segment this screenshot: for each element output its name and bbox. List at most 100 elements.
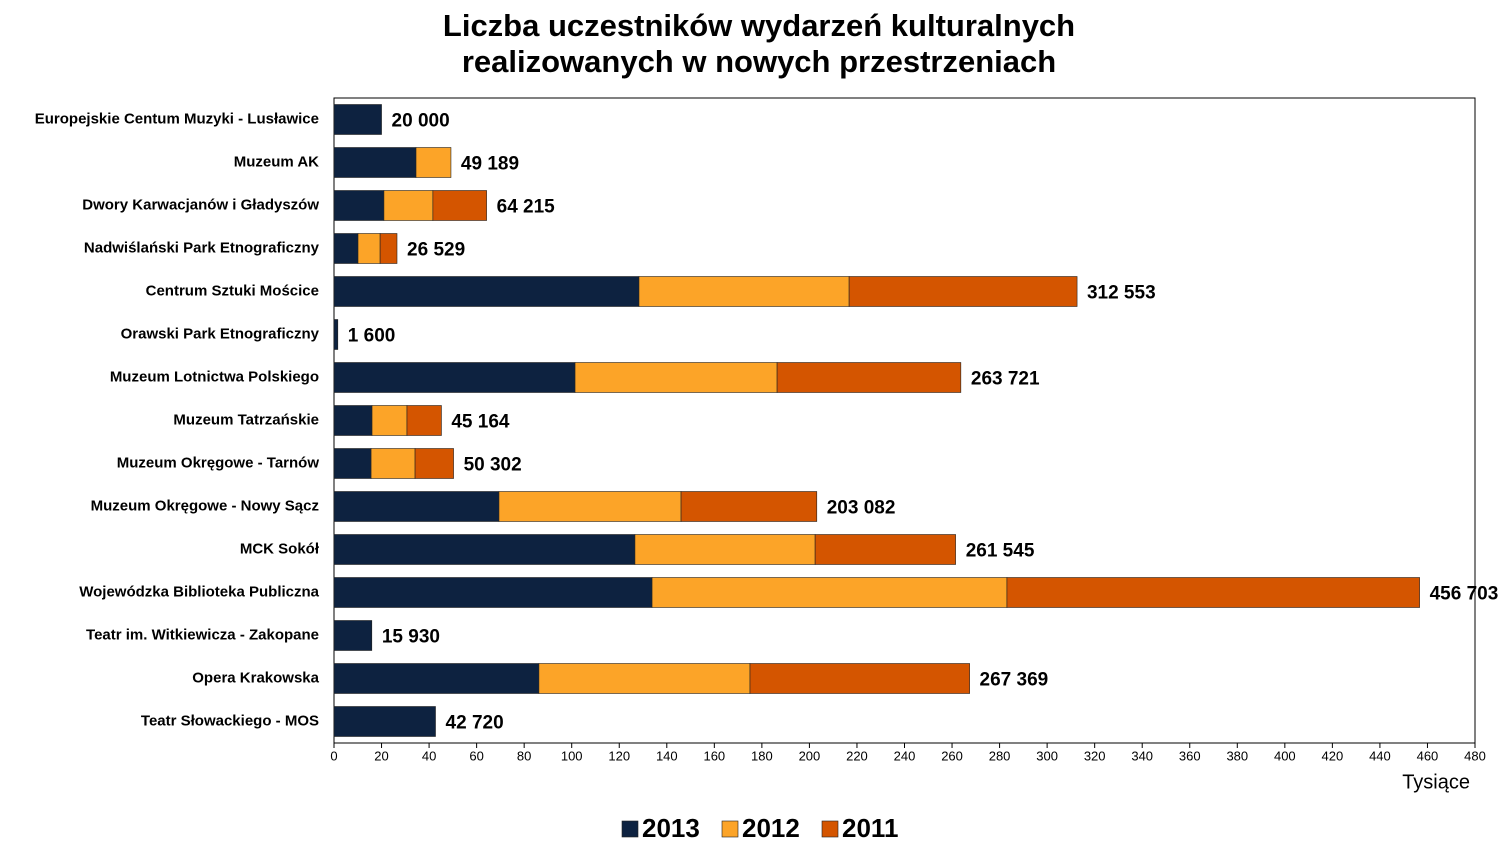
total-label: 456 703	[1430, 584, 1499, 605]
total-label: 261 545	[966, 541, 1035, 562]
total-label: 1 600	[348, 326, 396, 347]
legend-label: 2013	[642, 813, 700, 841]
total-label: 64 215	[497, 197, 556, 218]
x-tick-label: 360	[1179, 748, 1201, 763]
bar-segment	[383, 190, 434, 221]
total-label: 263 721	[971, 369, 1040, 390]
bar-segment	[1006, 577, 1420, 608]
category-label: MCK Sokół	[240, 540, 320, 557]
total-label: 312 553	[1087, 283, 1156, 304]
category-label: Opera Krakowska	[192, 669, 319, 686]
bar-segment	[634, 534, 816, 565]
bar-segment	[379, 233, 398, 264]
x-tick-label: 400	[1274, 748, 1296, 763]
x-tick-label: 260	[941, 748, 963, 763]
legend-swatch	[621, 820, 639, 838]
total-label: 20 000	[392, 111, 450, 132]
legend-label: 2012	[742, 813, 800, 841]
bar-segment	[538, 663, 751, 694]
category-label: Wojewódzka Biblioteka Publiczna	[79, 583, 319, 600]
category-label: Centrum Sztuki Mościce	[146, 282, 319, 299]
x-tick-label: 200	[799, 748, 821, 763]
total-label: 203 082	[827, 498, 896, 519]
x-tick-label: 460	[1417, 748, 1439, 763]
total-label: 49 189	[461, 154, 519, 175]
bar-segment	[333, 534, 636, 565]
category-label: Europejskie Centum Muzyki - Lusławice	[35, 110, 319, 127]
total-label: 45 164	[451, 412, 510, 433]
bar-segment	[333, 448, 372, 479]
bar-segment	[333, 147, 417, 178]
category-label: Muzeum Okręgowe - Nowy Sącz	[91, 497, 319, 514]
chart-title: realizowanych w nowych przestrzeniach	[462, 44, 1056, 79]
bar-segment	[333, 577, 653, 608]
category-label: Muzeum AK	[234, 153, 319, 170]
category-label: Orawski Park Etnograficzny	[121, 325, 320, 342]
category-label: Muzeum Okręgowe - Tarnów	[117, 454, 320, 471]
x-tick-label: 0	[330, 748, 337, 763]
x-tick-label: 20	[374, 748, 388, 763]
bar-segment	[333, 362, 576, 393]
bar-segment	[680, 491, 818, 522]
bar-segment	[333, 319, 339, 350]
total-label: 15 930	[382, 627, 440, 648]
bar-segment	[848, 276, 1078, 307]
bar-segment	[414, 448, 454, 479]
x-tick-label: 40	[422, 748, 436, 763]
bar-segment	[333, 405, 373, 436]
bar-segment	[574, 362, 778, 393]
bar-segment	[333, 190, 385, 221]
bar-segment	[333, 104, 382, 135]
x-tick-label: 280	[989, 748, 1011, 763]
x-tick-label: 80	[517, 748, 531, 763]
category-label: Nadwiślański Park Etnograficzny	[84, 239, 320, 256]
bar-segment	[333, 620, 373, 651]
total-label: 267 369	[980, 670, 1049, 691]
x-tick-label: 420	[1322, 748, 1344, 763]
legend-label: 2011	[842, 813, 898, 841]
x-tick-label: 140	[656, 748, 678, 763]
bar-segment	[651, 577, 1008, 608]
bar-segment	[776, 362, 962, 393]
x-tick-label: 300	[1036, 748, 1058, 763]
category-label: Muzeum Tatrzańskie	[173, 411, 319, 428]
x-tick-label: 120	[608, 748, 630, 763]
bar-segment	[333, 663, 540, 694]
x-tick-label: 220	[846, 748, 868, 763]
total-label: 42 720	[446, 713, 504, 734]
x-axis-label: Tysiące	[1402, 771, 1470, 793]
bar-segment	[333, 233, 359, 264]
category-label: Dwory Karwacjanów i Gładyszów	[82, 196, 319, 213]
x-tick-label: 100	[561, 748, 583, 763]
bar-segment	[406, 405, 442, 436]
x-tick-label: 60	[469, 748, 483, 763]
x-tick-label: 240	[894, 748, 916, 763]
category-label: Teatr Słowackiego - MOS	[141, 712, 319, 729]
x-tick-label: 480	[1464, 748, 1486, 763]
bar-segment	[333, 491, 500, 522]
x-tick-label: 160	[703, 748, 725, 763]
bar-segment	[749, 663, 970, 694]
bar-segment	[432, 190, 487, 221]
bar-segment	[638, 276, 850, 307]
bar-segment	[333, 276, 640, 307]
x-tick-label: 340	[1131, 748, 1153, 763]
bar-segment	[415, 147, 452, 178]
bar-segment	[371, 405, 408, 436]
legend-swatch	[821, 820, 839, 838]
category-label: Teatr im. Witkiewicza - Zakopane	[86, 626, 319, 643]
x-tick-label: 180	[751, 748, 773, 763]
bar-segment	[370, 448, 416, 479]
x-tick-label: 380	[1226, 748, 1248, 763]
bar-segment	[333, 706, 436, 737]
legend-swatch	[721, 820, 739, 838]
total-label: 50 302	[464, 455, 522, 476]
bar-segment	[357, 233, 381, 264]
chart-title: Liczba uczestników wydarzeń kulturalnych	[443, 8, 1075, 43]
bar-segment	[814, 534, 956, 565]
x-tick-label: 440	[1369, 748, 1391, 763]
bar-segment	[498, 491, 682, 522]
category-label: Muzeum Lotnictwa Polskiego	[110, 368, 319, 385]
total-label: 26 529	[407, 240, 465, 261]
